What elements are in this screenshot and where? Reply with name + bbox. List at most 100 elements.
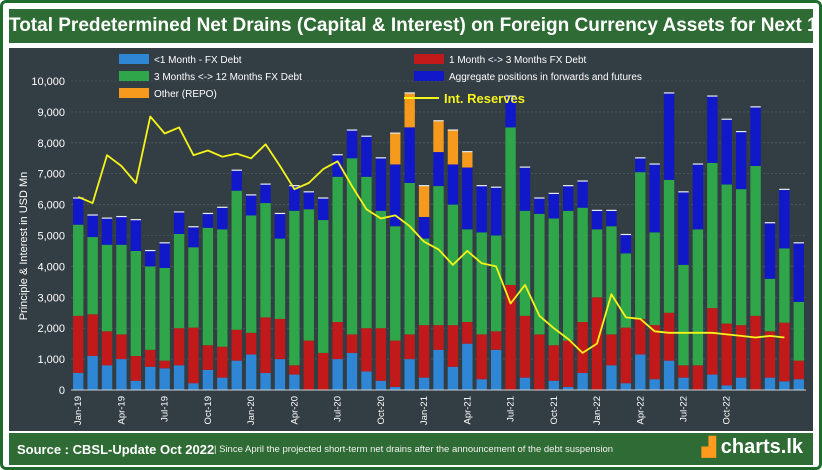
bar-segment-lt1m [245, 354, 257, 390]
bar-segment-lt1m [274, 359, 286, 390]
legend-label: 3 Months <-> 12 Months FX Debt [154, 72, 302, 83]
bar-segment-3to12m [620, 253, 632, 328]
bar-top-cap [433, 120, 444, 122]
bar-segment-lt1m [433, 349, 444, 390]
bar-segment-3to12m [145, 266, 156, 350]
bar-top-cap [260, 183, 271, 185]
bar-top-cap [231, 169, 242, 171]
bar-segment-forwards [217, 207, 228, 230]
bar-top-cap [303, 191, 314, 193]
bar-top-cap [346, 129, 358, 131]
bar-segment-3to12m [303, 209, 314, 341]
bar-segment-lt1m [620, 383, 632, 390]
bar-segment-forwards [332, 155, 343, 177]
bar-segment-3to12m [649, 232, 660, 326]
bar-segment-3to12m [274, 238, 286, 319]
bar-segment-forwards [289, 186, 300, 211]
bar-segment-lt1m [231, 360, 242, 390]
bar-segment-forwards [750, 107, 761, 166]
bar-top-cap [649, 163, 660, 165]
bar-segment-3to12m [245, 215, 257, 333]
bar-top-cap [159, 242, 170, 244]
bar-segment-3to12m [346, 158, 358, 335]
bar-segment-1to3m [764, 331, 776, 378]
bar-segment-lt1m [678, 377, 689, 390]
x-tick-label: Apr-20 [289, 396, 300, 425]
footer-bar: Source : CBSL-Update Oct 2022 | Since Ap… [9, 433, 813, 465]
bar-top-cap [130, 219, 142, 221]
bar-top-cap [101, 217, 113, 219]
bar-top-cap [721, 118, 732, 120]
bar-top-cap [735, 130, 747, 133]
bar-segment-lt1m [606, 365, 617, 390]
reserves-line-layer [77, 115, 785, 354]
bar-segment-1to3m [793, 360, 804, 380]
legend: <1 Month - FX Debt 1 Month <-> 3 Months F… [119, 54, 642, 106]
bar-segment-1to3m [346, 334, 358, 353]
bar-top-cap [116, 215, 127, 218]
x-tick-label: Apr-22 [635, 396, 646, 425]
bar-segment-lt1m [130, 380, 142, 390]
bar-segment-forwards [73, 198, 84, 225]
x-tick-label: Jan-22 [592, 396, 603, 425]
bar-top-cap [188, 226, 199, 228]
legend-swatch-1to3m [414, 54, 444, 64]
bar-segment-lt1m [649, 379, 660, 390]
bar-segment-3to12m [188, 247, 199, 328]
bar-segment-forwards [188, 227, 199, 248]
y-tick-label: 0 [59, 385, 65, 397]
y-tick-label: 5,000 [37, 231, 65, 243]
bar-segment-lt1m [145, 366, 156, 390]
bar-segment-1to3m [433, 325, 444, 350]
bar-segment-forwards [519, 167, 531, 211]
bar-segment-1to3m [159, 360, 170, 369]
bar-segment-1to3m [462, 322, 473, 344]
bar-segment-forwards [145, 250, 156, 267]
bar-segment-forwards [678, 192, 689, 265]
bar-segment-forwards [534, 198, 545, 214]
bar-segment-lt1m [188, 383, 199, 390]
bar-segment-3to12m [779, 248, 790, 323]
bar-top-cap [692, 163, 704, 165]
bar-segment-lt1m [476, 379, 487, 390]
bar-top-cap [462, 151, 473, 153]
bar-segment-1to3m [101, 331, 113, 366]
legend-label: Aggregate positions in forwards and futu… [449, 72, 642, 83]
bar-segment-lt1m [519, 377, 531, 390]
bar-segment-forwards [707, 96, 718, 163]
bar-segment-lt1m [375, 380, 387, 390]
bar-segment-1to3m [663, 312, 675, 361]
bar-segment-forwards [663, 93, 675, 180]
bar-segment-forwards [779, 189, 790, 249]
bar-segment-forwards [274, 213, 286, 239]
bar-segment-lt1m [87, 356, 98, 390]
y-tick-label: 9,000 [37, 107, 65, 119]
bar-top-cap [563, 185, 574, 187]
bar-segment-3to12m [721, 184, 732, 324]
legend-label: <1 Month - FX Debt [154, 55, 242, 66]
bar-top-cap [519, 166, 531, 168]
bar-segment-1to3m [361, 328, 372, 372]
bar-segment-forwards [606, 210, 617, 227]
bar-top-cap [318, 197, 329, 199]
bar-segment-1to3m [73, 315, 84, 374]
bar-segment-forwards [563, 186, 574, 211]
bar-segment-1to3m [303, 340, 314, 390]
bar-top-cap [447, 129, 459, 131]
bar-segment-3to12m [361, 176, 372, 329]
bar-top-cap [418, 185, 430, 187]
bar-segment-1to3m [577, 322, 588, 374]
bar-segment-1to3m [202, 345, 214, 370]
bar-top-cap [678, 191, 689, 193]
bar-segment-3to12m [116, 244, 127, 335]
bar-segment-lt1m [707, 374, 718, 390]
bar-segment-1to3m [534, 334, 545, 390]
bar-segment-1to3m [735, 325, 747, 378]
bar-top-cap [375, 157, 387, 159]
bar-top-cap [505, 95, 516, 97]
x-tick-label: Jan-19 [73, 396, 84, 425]
bar-segment-3to12m [173, 233, 185, 329]
x-tick-label: Apr-19 [116, 396, 127, 425]
bar-segment-3to12m [476, 232, 487, 335]
